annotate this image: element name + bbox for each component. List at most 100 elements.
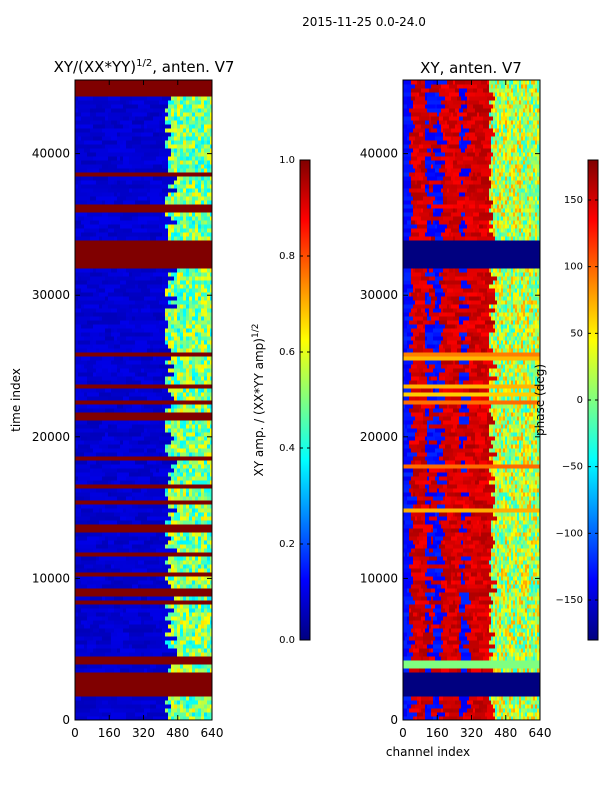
heatmap-cell (180, 536, 184, 541)
heatmap-cell (84, 440, 100, 445)
heatmap-cell (186, 276, 190, 281)
heatmap-cell (535, 536, 538, 541)
heatmap-cell (108, 100, 121, 105)
heatmap-cell (120, 116, 124, 121)
heatmap-cell (186, 368, 190, 373)
heatmap-cell (441, 604, 444, 609)
heatmap-cell (505, 552, 508, 557)
heatmap-cell (120, 320, 130, 325)
heatmap-cell (183, 596, 187, 601)
heatmap-cell (453, 568, 456, 573)
heatmap-cell (207, 376, 211, 381)
heatmap-cell (90, 148, 97, 153)
heatmap-cell (183, 192, 187, 197)
heatmap-cell (204, 636, 208, 641)
heatmap-cell (195, 116, 199, 121)
heatmap-cell (501, 620, 504, 625)
heatmap-cell (198, 652, 202, 657)
heatmap-cell (527, 520, 530, 525)
heatmap-cell (183, 644, 187, 649)
heatmap-cell (117, 316, 127, 321)
heatmap-cell (108, 444, 115, 449)
heatmap-cell (204, 192, 208, 197)
heatmap-cell (159, 320, 169, 325)
heatmap-cell (210, 516, 213, 521)
heatmap-cell (189, 704, 193, 709)
heatmap-cell (81, 608, 88, 613)
heatmap-cell (147, 320, 160, 325)
heatmap-cell (499, 712, 502, 717)
heatmap-cell (521, 516, 524, 521)
heatmap-cell (204, 100, 208, 105)
heatmap-cell (531, 700, 534, 705)
heatmap-cell (495, 604, 498, 609)
heatmap-cell (461, 512, 472, 517)
heatmap-cell (529, 544, 532, 549)
heatmap-cell (447, 584, 456, 589)
heatmap-cell (132, 120, 145, 125)
heatmap-cell (135, 320, 148, 325)
heatmap-cell (469, 644, 480, 649)
heatmap-cell (117, 376, 127, 381)
heatmap-cell (511, 596, 514, 601)
heatmap-cell (207, 424, 211, 429)
heatmap-cell (186, 288, 190, 293)
heatmap-cell (505, 640, 508, 645)
heatmap-cell (150, 604, 160, 609)
heatmap-cell (168, 196, 172, 201)
heatmap-cell (186, 168, 190, 173)
heatmap-cell (201, 556, 205, 561)
heatmap-cell (403, 640, 408, 645)
heatmap-cell (435, 704, 444, 709)
heatmap-cell (515, 648, 518, 653)
heatmap-cell (180, 496, 184, 501)
heatmap-cell (180, 196, 184, 201)
heatmap-cell (171, 164, 175, 169)
heatmap-cell (413, 576, 422, 581)
heatmap-cell (90, 356, 103, 361)
heatmap-cell (96, 148, 109, 153)
heatmap-cell (529, 580, 532, 585)
heatmap-cell (443, 556, 448, 561)
heatmap-cell (207, 112, 211, 117)
heatmap-cell (537, 608, 540, 613)
heatmap-cell (513, 564, 516, 569)
heatmap-cell (78, 304, 82, 309)
heatmap-cell (207, 516, 211, 521)
heatmap-cell (90, 328, 106, 333)
heatmap-cell (180, 464, 184, 469)
heatmap-cell (81, 288, 97, 293)
heatmap-cell (180, 100, 184, 105)
heatmap-cell (503, 632, 506, 637)
heatmap-cell (204, 220, 208, 225)
heatmap-cell (207, 360, 211, 365)
heatmap-cell (511, 604, 514, 609)
heatmap-cell (443, 568, 452, 573)
heatmap-cell (153, 472, 169, 477)
heatmap-cell (201, 508, 205, 513)
heatmap-cell (201, 144, 205, 149)
heatmap-cell (135, 116, 139, 121)
heatmap-cell (114, 628, 124, 633)
heatmap-cell (195, 200, 199, 205)
heatmap-cell (511, 600, 514, 605)
heatmap-cell (537, 588, 540, 593)
heatmap-cell (497, 512, 500, 517)
heatmap-cell (87, 392, 100, 397)
heatmap-cell (513, 700, 516, 705)
heatmap-cell (198, 608, 202, 613)
heatmap-cell (192, 188, 196, 193)
heatmap-cell (198, 284, 202, 289)
heatmap-cell (210, 480, 213, 485)
heatmap-cell-row (75, 172, 212, 177)
heatmap-cell (405, 544, 408, 549)
heatmap-cell (497, 532, 500, 537)
heatmap-cell (465, 580, 476, 585)
heatmap-cell (183, 548, 187, 553)
heatmap-cell (171, 104, 175, 109)
heatmap-cell (495, 628, 498, 633)
heatmap-cell (505, 704, 508, 709)
heatmap-cell (427, 536, 432, 541)
heatmap-cell (171, 140, 175, 145)
heatmap-cell (210, 548, 213, 553)
